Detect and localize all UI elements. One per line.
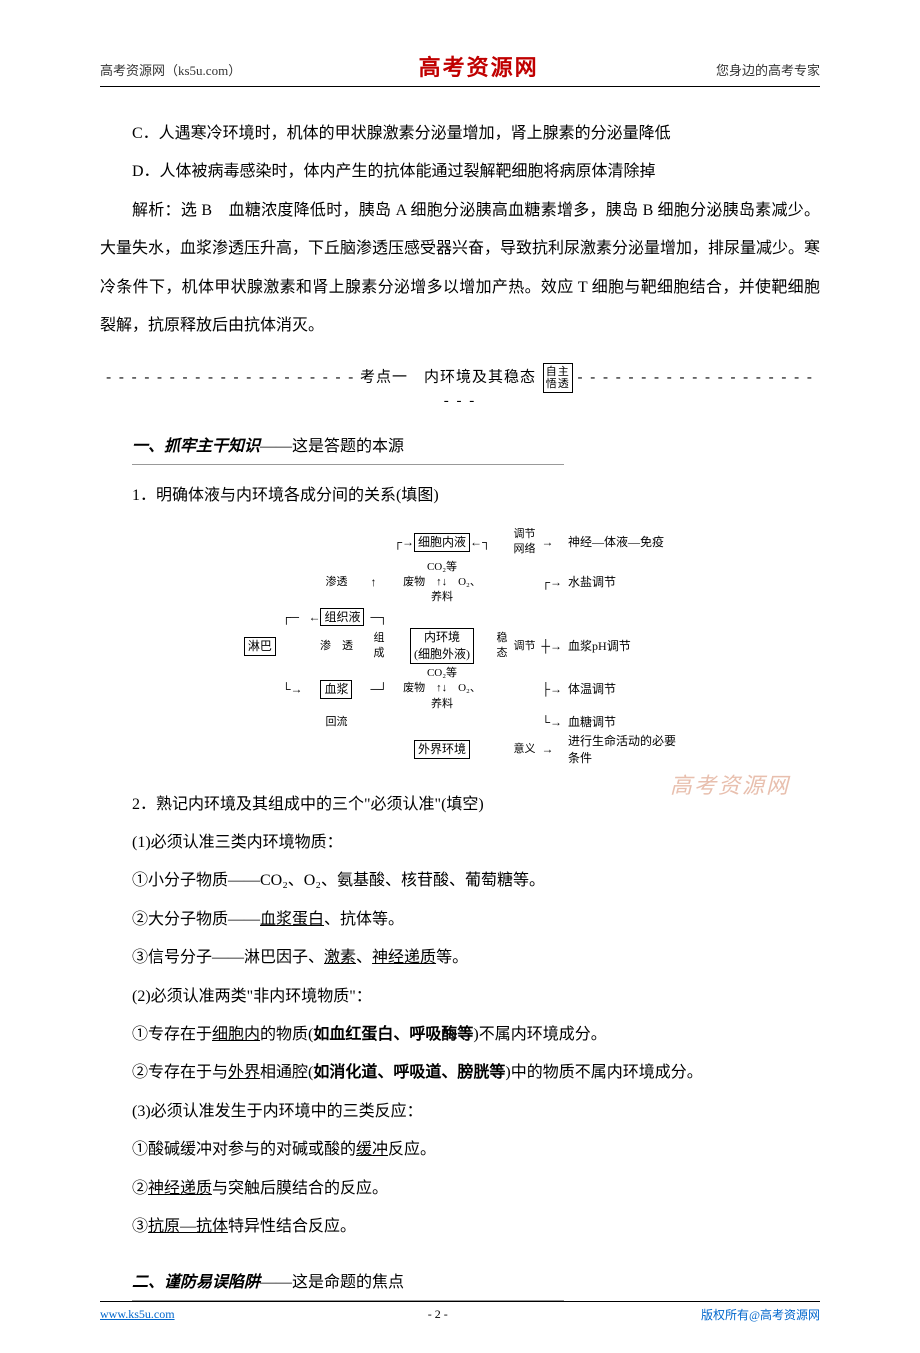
- q2-p2: (2)必须认准两类"非内环境物质"：: [100, 978, 820, 1016]
- q2-p1: (1)必须认准三类内环境物质：: [100, 824, 820, 862]
- copyright: 版权所有@高考资源网: [701, 1306, 820, 1323]
- footer-url: www.ks5u.com: [100, 1307, 175, 1322]
- q2-p1b: ②大分子物质——血浆蛋白、抗体等。: [100, 901, 820, 939]
- header-tagline: 您身边的高考专家: [716, 60, 820, 79]
- header-title: 高考资源网: [419, 50, 539, 82]
- subheading-2: 二、谨防易误陷阱——这是命题的焦点: [100, 1268, 820, 1292]
- q2-p2b: ②专存在于与外界相通腔(如消化道、呼吸道、膀胱等)中的物质不属内环境成分。: [100, 1054, 820, 1092]
- subheading-1: 一、抓牢主干知识——这是答题的本源: [100, 432, 820, 456]
- q2-p3c: ③抗原—抗体特异性结合反应。: [100, 1208, 820, 1246]
- rule: [132, 464, 564, 465]
- q2-p3a: ①酸碱缓冲对参与的对碱或酸的缓冲反应。: [100, 1131, 820, 1169]
- page-number: - 2 -: [428, 1307, 448, 1322]
- watermark: 高考资源网: [670, 768, 790, 800]
- stamp-icon: 自主 悟透: [543, 363, 573, 393]
- q1-title: 1．明确体液与内环境各成分间的关系(填图): [100, 477, 820, 515]
- section-divider: - - - - - - - - - - - - - - - - - - - - …: [100, 363, 820, 410]
- header-source: 高考资源网（ks5u.com）: [100, 60, 241, 79]
- option-c: C．人遇寒冷环境时，机体的甲状腺激素分泌量增加，肾上腺素的分泌量降低: [100, 115, 820, 153]
- q2-p1c: ③信号分子——淋巴因子、激素、神经递质等。: [100, 939, 820, 977]
- q2-p1a: ①小分子物质——CO₂、O₂、氨基酸、核苷酸、葡萄糖等。: [100, 862, 820, 900]
- section-label: 考点一 内环境及其稳态: [360, 370, 536, 386]
- analysis-text: 解析：选 B 血糖浓度降低时，胰岛 A 细胞分泌胰高血糖素增多，胰岛 B 细胞分…: [100, 192, 820, 346]
- diagram: ┌→细胞内液←┐ 调节网络 → 神经—体液—免疫 渗透 ↑ CO₂等废物 ↑↓ …: [100, 526, 820, 768]
- dashes-left: - - - - - - - - - - - - - - - - - - - -: [106, 370, 355, 386]
- q2-p3: (3)必须认准发生于内环境中的三类反应：: [100, 1093, 820, 1131]
- page-header: 高考资源网（ks5u.com） 高考资源网 您身边的高考专家: [100, 50, 820, 87]
- option-d: D．人体被病毒感染时，体内产生的抗体能通过裂解靶细胞将病原体清除掉: [100, 153, 820, 191]
- question-options: C．人遇寒冷环境时，机体的甲状腺激素分泌量增加，肾上腺素的分泌量降低 D．人体被…: [100, 115, 820, 345]
- q2-p2a: ①专存在于细胞内的物质(如血红蛋白、呼吸酶等)不属内环境成分。: [100, 1016, 820, 1054]
- page-footer: www.ks5u.com - 2 - 版权所有@高考资源网: [100, 1301, 820, 1323]
- q2-p3b: ②神经递质与突触后膜结合的反应。: [100, 1170, 820, 1208]
